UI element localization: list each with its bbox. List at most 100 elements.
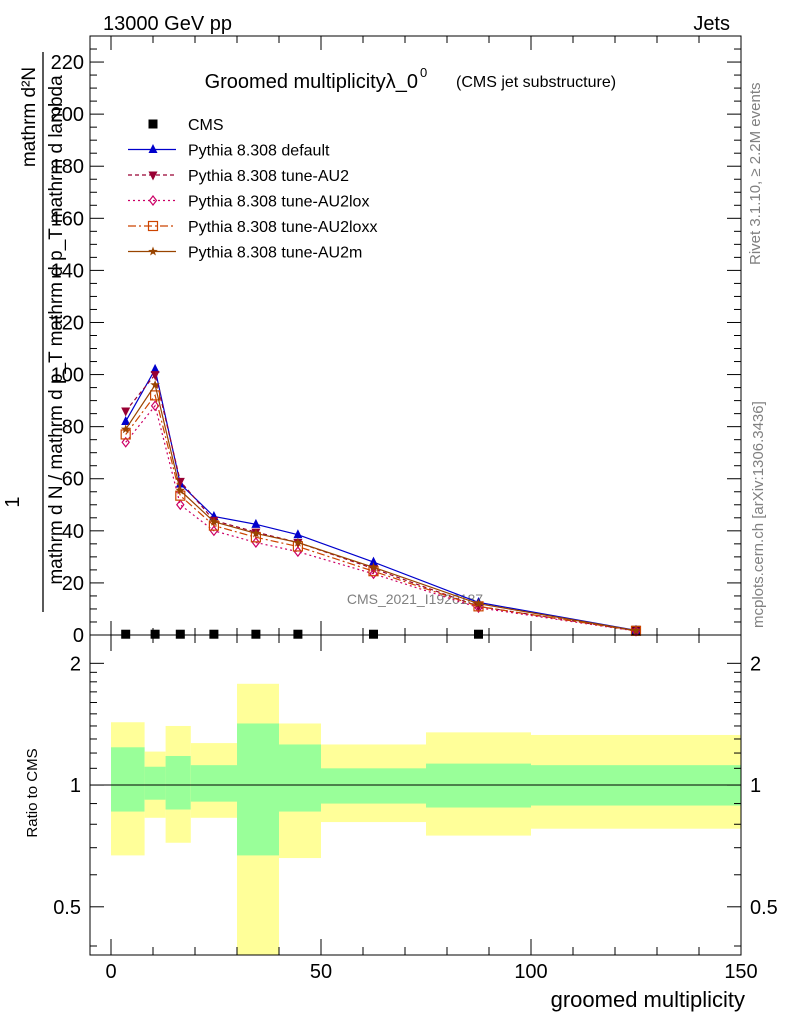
series-line-au2loxx bbox=[125, 394, 637, 632]
x-tick-label: 50 bbox=[310, 961, 332, 983]
legend-label-default: Pythia 8.308 default bbox=[188, 143, 330, 160]
series-line-au2 bbox=[125, 373, 637, 632]
band-inner bbox=[144, 766, 166, 800]
rivet-label: Rivet 3.1.10, ≥ 2.2M events bbox=[747, 83, 764, 266]
ratio-y-tick-label-right: 0.5 bbox=[750, 897, 778, 919]
legend-item-default: Pythia 8.308 default bbox=[128, 143, 330, 160]
legend-item-au2lox: Pythia 8.308 tune-AU2lox bbox=[128, 194, 369, 211]
ratio-y-tick-label: 2 bbox=[70, 653, 81, 675]
legend-label-au2m: Pythia 8.308 tune-AU2m bbox=[188, 245, 362, 262]
y-tick-label: 180 bbox=[51, 156, 84, 178]
band-inner bbox=[165, 755, 191, 810]
data-point-au2lox bbox=[293, 546, 303, 558]
plot-title-sub: (CMS jet substructure) bbox=[456, 74, 616, 91]
series-cms bbox=[121, 625, 641, 639]
series-line-au2lox bbox=[125, 404, 637, 632]
legend-marker-au2m bbox=[148, 246, 158, 256]
plot-title-sup: 0 bbox=[420, 65, 427, 80]
y-tick-label: 40 bbox=[62, 521, 84, 543]
ratio-frame bbox=[89, 634, 742, 956]
legend-label-au2loxx: Pythia 8.308 tune-AU2loxx bbox=[188, 219, 377, 236]
y-tick-label: 100 bbox=[51, 365, 84, 387]
data-point-au2 bbox=[121, 407, 131, 417]
header-left: 13000 GeV pp bbox=[103, 13, 232, 35]
analysis-watermark: CMS_2021_I1920187 bbox=[347, 591, 483, 607]
band-inner bbox=[237, 723, 279, 856]
data-point-au2 bbox=[150, 371, 160, 381]
data-point-cms bbox=[121, 629, 131, 639]
x-axis-title: groomed multiplicity bbox=[551, 987, 745, 1012]
data-point-au2m bbox=[631, 625, 641, 635]
data-point-cms bbox=[209, 629, 219, 639]
band-inner bbox=[190, 765, 237, 802]
ratio-y-tick-label: 0.5 bbox=[53, 897, 81, 919]
data-point-cms bbox=[293, 629, 303, 639]
data-point-cms bbox=[251, 629, 261, 639]
y-tick-label: 60 bbox=[62, 469, 84, 491]
data-point-au2m bbox=[368, 562, 379, 572]
legend-item-au2: Pythia 8.308 tune-AU2 bbox=[128, 168, 349, 185]
data-point-au2lox bbox=[209, 525, 219, 537]
main-axis-ticks: 0 20 40 60 80 100 120 140 160 180 200 220 bbox=[51, 35, 742, 647]
y-tick-label: 200 bbox=[51, 104, 84, 126]
mcplots-label: mcplots.cern.ch [arXiv:1306.3436] bbox=[750, 401, 767, 628]
ratio-axis-ticks: 0.5 0.5 1 1 2 2 0 50 100 150 bbox=[53, 635, 778, 983]
data-point-default bbox=[369, 556, 378, 566]
data-point-cms bbox=[175, 629, 185, 639]
legend-item-au2m: Pythia 8.308 tune-AU2m bbox=[128, 245, 362, 262]
data-point-au2lox bbox=[369, 568, 378, 580]
data-point-default bbox=[251, 518, 261, 528]
data-point-au2lox bbox=[121, 436, 130, 448]
ratio-y-tick-label-right: 1 bbox=[750, 775, 761, 797]
data-point-au2m bbox=[293, 537, 303, 547]
data-point-au2lox bbox=[251, 537, 261, 549]
y-tick-label: 140 bbox=[51, 260, 84, 282]
ratio-y-tick-label-right: 2 bbox=[750, 653, 761, 675]
legend-label-au2: Pythia 8.308 tune-AU2 bbox=[188, 168, 349, 185]
data-point-default bbox=[150, 363, 160, 373]
main-series-group bbox=[120, 363, 642, 639]
legend-item-au2loxx: Pythia 8.308 tune-AU2loxx bbox=[128, 219, 377, 236]
y-tick-label: 220 bbox=[51, 52, 84, 74]
y-tick-label: 0 bbox=[73, 625, 84, 647]
header-right: Jets bbox=[693, 13, 730, 35]
x-tick-label: 150 bbox=[724, 961, 757, 983]
legend: CMS Pythia 8.308 default Pythia 8.308 tune… bbox=[128, 117, 377, 262]
y-axis-title-prefix: 1 bbox=[2, 496, 24, 507]
data-point-au2m bbox=[473, 598, 484, 608]
legend-marker-au2lox bbox=[148, 195, 158, 206]
data-point-cms bbox=[474, 629, 483, 639]
y-tick-label: 160 bbox=[51, 208, 84, 230]
data-point-au2m bbox=[209, 516, 219, 526]
x-tick-label: 0 bbox=[105, 961, 116, 983]
band-inner bbox=[321, 768, 426, 804]
y-axis-title: 1 mathrm d²N mathrm d N / mathrm d p_T m… bbox=[2, 52, 67, 612]
legend-item-cms: CMS bbox=[148, 117, 224, 134]
data-point-au2lox bbox=[150, 400, 160, 412]
data-point-au2lox bbox=[176, 499, 185, 511]
legend-label-cms: CMS bbox=[188, 117, 224, 134]
y-tick-label: 80 bbox=[62, 417, 84, 439]
data-point-default bbox=[121, 415, 131, 425]
series-au2m bbox=[120, 380, 641, 635]
legend-marker-au2 bbox=[148, 171, 158, 181]
band-inner bbox=[279, 744, 321, 812]
data-point-au2m bbox=[175, 485, 186, 495]
band-inner bbox=[111, 747, 145, 812]
data-point-au2m bbox=[120, 424, 131, 434]
legend-marker-au2loxx bbox=[147, 220, 159, 232]
y-tick-label: 120 bbox=[51, 312, 84, 334]
ratio-panel: 0.5 0.5 1 1 2 2 0 50 100 150 bbox=[53, 634, 778, 983]
legend-marker-default bbox=[148, 144, 158, 153]
ratio-bands bbox=[111, 683, 741, 955]
legend-label-au2lox: Pythia 8.308 tune-AU2lox bbox=[188, 194, 369, 211]
data-point-au2loxx bbox=[150, 390, 161, 401]
y-axis-title-numerator: mathrm d²N bbox=[19, 67, 40, 167]
y-axis-title-denominator: mathrm d N / mathrm d p_T mathrm d p_T m… bbox=[46, 75, 67, 585]
data-point-cms bbox=[150, 629, 160, 639]
legend-marker-cms bbox=[148, 119, 158, 129]
x-tick-label: 100 bbox=[514, 961, 547, 983]
ratio-y-tick-label: 1 bbox=[70, 775, 81, 797]
y-tick-label: 20 bbox=[62, 573, 84, 595]
